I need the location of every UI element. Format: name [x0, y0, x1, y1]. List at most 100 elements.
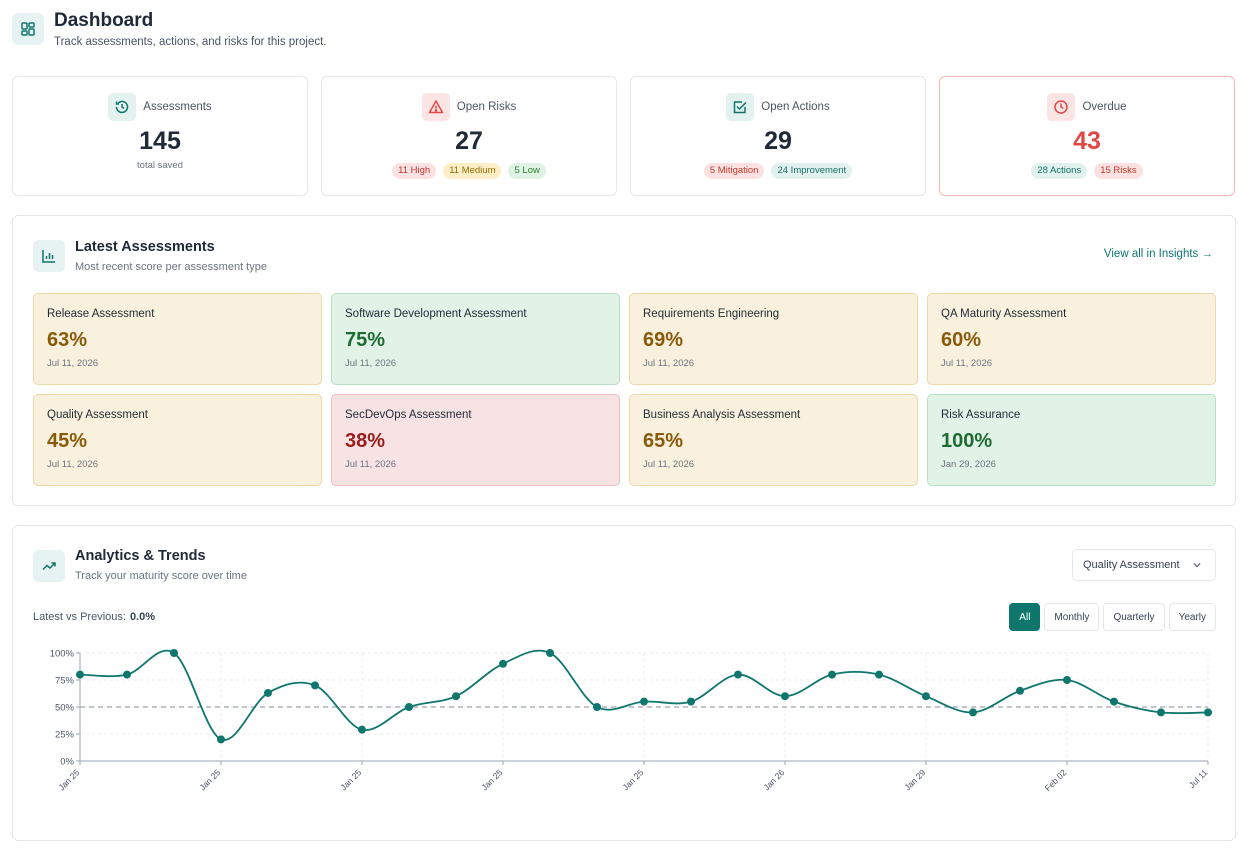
latest-assessments-panel: Latest Assessments Most recent score per… — [12, 215, 1236, 506]
card-name: QA Maturity Assessment — [941, 308, 1067, 320]
card-score: 38% — [345, 430, 386, 452]
kpi-assessments[interactable]: Assessments 145 total saved — [12, 76, 308, 196]
card-date: Jul 11, 2026 — [941, 358, 993, 369]
compare-value: 0.0% — [129, 611, 156, 623]
panel-title: Latest Assessments — [75, 239, 215, 255]
assessment-card[interactable]: Quality Assessment 45% Jul 11, 2026 — [33, 394, 322, 486]
compare-label: Latest vs Previous: — [33, 611, 126, 623]
card-score: 65% — [643, 430, 684, 452]
chip-low: 5 Low — [508, 163, 546, 179]
data-point — [922, 692, 930, 701]
y-tick-label: 100% — [50, 649, 75, 660]
assessment-card[interactable]: QA Maturity Assessment 60% Jul 11, 2026 — [927, 293, 1216, 385]
data-point — [1016, 686, 1024, 695]
card-score: 63% — [47, 329, 88, 351]
history-icon — [108, 93, 137, 121]
data-point — [452, 692, 460, 701]
data-point — [217, 735, 225, 744]
kpi-value: 43 — [1073, 127, 1101, 155]
assessment-card[interactable]: Release Assessment 63% Jul 11, 2026 — [33, 293, 322, 385]
data-point — [1157, 708, 1165, 717]
kpi-value: 29 — [764, 127, 792, 155]
kpi-open-risks[interactable]: Open Risks 27 11 High 11 Medium 5 Low — [321, 76, 617, 196]
chevron-down-icon — [1193, 563, 1201, 568]
data-point — [781, 692, 789, 701]
card-date: Jul 11, 2026 — [47, 459, 99, 470]
range-button-all[interactable]: All — [1009, 603, 1041, 631]
card-score: 75% — [345, 329, 386, 351]
data-point — [593, 703, 601, 711]
data-point — [405, 703, 413, 711]
warning-triangle-icon — [421, 93, 450, 121]
card-date: Jul 11, 2026 — [643, 358, 695, 369]
chip-actions: 28 Actions — [1031, 163, 1088, 179]
assessment-type-select[interactable]: Quality Assessment — [1072, 549, 1216, 581]
dashboard-grid-icon — [12, 13, 44, 45]
x-tick-label: Jan 25 — [620, 767, 645, 792]
x-tick-label: Jul 11 — [1187, 767, 1210, 790]
range-toggle-group: All Monthly Quarterly Yearly — [1009, 603, 1216, 631]
kpi-overdue[interactable]: Overdue 43 28 Actions 15 Risks — [939, 76, 1235, 196]
assessment-card[interactable]: SecDevOps Assessment 38% Jul 11, 2026 — [331, 394, 620, 486]
card-name: Risk Assurance — [941, 409, 1021, 421]
chip-medium: 11 Medium — [443, 163, 502, 179]
data-point — [170, 649, 178, 657]
kpi-open-actions[interactable]: Open Actions 29 5 Mitigation 24 Improvem… — [630, 76, 926, 196]
card-score: 60% — [941, 329, 982, 351]
panel-title: Analytics & Trends — [75, 548, 206, 564]
data-point — [1204, 708, 1212, 717]
card-date: Jul 11, 2026 — [345, 358, 397, 369]
range-button-quarterly[interactable]: Quarterly — [1103, 603, 1165, 631]
data-point — [828, 670, 836, 679]
checkbox-icon — [726, 93, 755, 121]
y-tick-label: 25% — [55, 730, 75, 741]
data-point — [499, 659, 507, 668]
assessment-card[interactable]: Software Development Assessment 75% Jul … — [331, 293, 620, 385]
view-all-insights-link[interactable]: View all in Insights → — [1103, 248, 1213, 260]
card-score: 69% — [643, 329, 684, 351]
page-title: Dashboard — [54, 10, 154, 31]
kpi-label: Open Risks — [456, 101, 517, 113]
x-tick-label: Jan 29 — [902, 767, 927, 792]
kpi-value: 145 — [139, 127, 181, 155]
kpi-label: Open Actions — [761, 101, 830, 113]
clock-icon — [1047, 93, 1076, 121]
card-name: Software Development Assessment — [345, 308, 527, 320]
analytics-panel: Analytics & Trends Track your maturity s… — [12, 525, 1236, 841]
data-point — [687, 697, 695, 706]
assessment-card[interactable]: Requirements Engineering 69% Jul 11, 202… — [629, 293, 918, 385]
y-tick-label: 75% — [55, 676, 75, 687]
data-point — [640, 697, 648, 706]
data-point — [1063, 676, 1071, 684]
kpi-caption: total saved — [137, 160, 183, 171]
panel-subtitle: Most recent score per assessment type — [75, 261, 267, 273]
assessment-card[interactable]: Risk Assurance 100% Jan 29, 2026 — [927, 394, 1216, 486]
data-point — [875, 670, 883, 679]
page-header: Dashboard Track assessments, actions, an… — [12, 8, 326, 48]
page-subtitle: Track assessments, actions, and risks fo… — [54, 36, 327, 48]
assessment-card[interactable]: Business Analysis Assessment 65% Jul 11,… — [629, 394, 918, 486]
data-point — [76, 670, 84, 679]
panel-subtitle: Track your maturity score over time — [75, 570, 247, 582]
maturity-trend-chart: 0% 25% 50% 75% 100% Jan 25 Jan 25 Jan 25 Jan 25 J… — [50, 649, 1212, 793]
chip-risks: 15 Risks — [1094, 163, 1143, 179]
x-tick-label: Jan 26 — [761, 767, 786, 792]
y-tick-label: 50% — [55, 703, 75, 714]
card-date: Jul 11, 2026 — [345, 459, 397, 470]
data-point — [264, 688, 272, 697]
card-name: Business Analysis Assessment — [643, 409, 801, 421]
range-button-yearly[interactable]: Yearly — [1168, 603, 1216, 631]
range-button-monthly[interactable]: Monthly — [1044, 603, 1100, 631]
data-point — [1110, 697, 1118, 706]
kpi-label: Assessments — [143, 101, 212, 113]
card-name: Release Assessment — [47, 308, 155, 320]
chip-improvement: 24 Improvement — [771, 163, 853, 179]
select-value: Quality Assessment — [1083, 559, 1180, 571]
x-tick-label: Jan 25 — [197, 767, 222, 792]
latest-vs-previous: Latest vs Previous: 0.0% — [33, 611, 155, 623]
card-name: SecDevOps Assessment — [345, 409, 472, 421]
bar-chart-icon — [33, 240, 65, 272]
kpi-label: Overdue — [1082, 101, 1127, 113]
trending-up-icon — [33, 550, 65, 582]
x-tick-label: Feb 02 — [1043, 767, 1069, 793]
